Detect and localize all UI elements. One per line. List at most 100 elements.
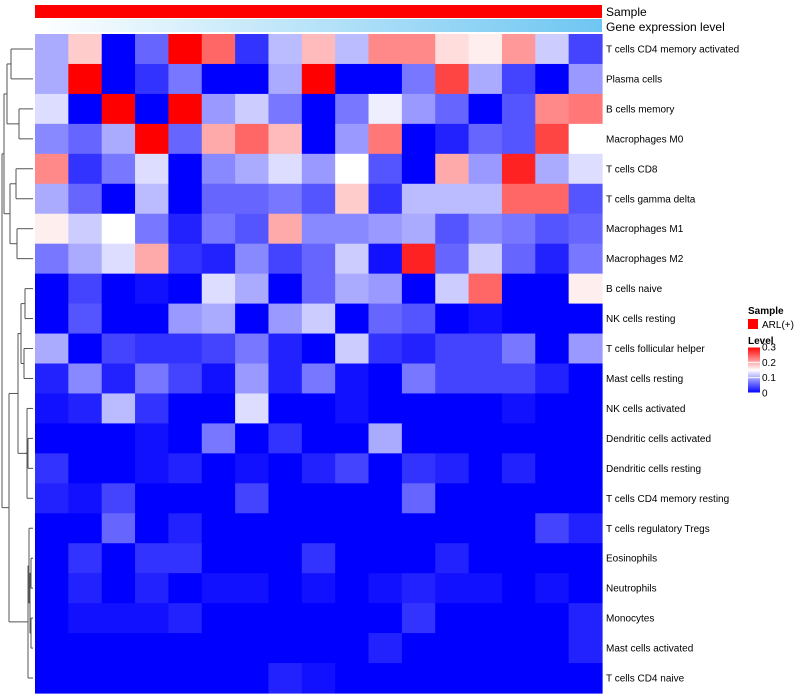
heatmap-cell [435, 183, 470, 215]
heatmap-cell [568, 573, 603, 604]
heatmap-cell [268, 363, 303, 395]
heatmap-cell [168, 423, 203, 454]
heatmap-cells [35, 34, 603, 694]
row-label: B cells naive [606, 284, 663, 295]
heatmap-cell [235, 123, 270, 155]
heatmap-cell [468, 333, 503, 365]
heatmap-cell [268, 663, 303, 694]
heatmap-cell [501, 483, 536, 514]
heatmap-cell [468, 63, 503, 95]
heatmap-cell [435, 633, 470, 664]
heatmap-cell [201, 183, 236, 215]
row-label: Macrophages M0 [606, 134, 684, 145]
heatmap-cell [435, 543, 470, 574]
heatmap-cell [568, 183, 603, 215]
heatmap-cell [101, 573, 136, 604]
heatmap-cell [68, 273, 103, 305]
heatmap-cell [435, 483, 470, 514]
heatmap-cell [535, 423, 570, 454]
heatmap-cell [201, 663, 236, 694]
heatmap-cell [101, 213, 136, 245]
heatmap-cell [168, 183, 203, 215]
heatmap-cell [368, 243, 403, 275]
heatmap-cell [68, 63, 103, 95]
heatmap-cell [135, 603, 170, 634]
heatmap-cell [535, 183, 570, 215]
heatmap-cell [301, 153, 336, 185]
heatmap-cell [201, 303, 236, 335]
heatmap-cell [201, 153, 236, 185]
heatmap-cell [335, 303, 370, 335]
heatmap-cell [235, 573, 270, 604]
heatmap-cell [268, 63, 303, 95]
heatmap-cell [68, 423, 103, 454]
heatmap-cell [35, 153, 69, 185]
heatmap-cell [568, 423, 603, 454]
heatmap-cell [368, 34, 403, 65]
row-label: T cells CD4 memory activated [606, 44, 739, 55]
heatmap-cell [168, 453, 203, 484]
heatmap-cell [401, 483, 436, 514]
heatmap-cell [168, 303, 203, 335]
heatmap-cell [235, 213, 270, 245]
heatmap-cell [468, 453, 503, 484]
heatmap-cell [335, 483, 370, 514]
heatmap-cell [201, 63, 236, 95]
heatmap-cell [35, 483, 69, 514]
heatmap-cell [368, 393, 403, 424]
heatmap-cell [335, 153, 370, 185]
heatmap-cell [468, 273, 503, 305]
heatmap-cell [301, 213, 336, 245]
heatmap-cell [101, 663, 136, 694]
heatmap-cell [368, 573, 403, 604]
heatmap-cell [535, 333, 570, 365]
heatmap-cell [268, 153, 303, 185]
heatmap-cell [268, 123, 303, 155]
heatmap-cell [368, 663, 403, 694]
heatmap-cell [335, 333, 370, 365]
heatmap-cell [235, 93, 270, 125]
heatmap-cell [368, 303, 403, 335]
heatmap-cell [501, 393, 536, 424]
heatmap-cell [468, 123, 503, 155]
heatmap-cell [568, 153, 603, 185]
heatmap-cell [168, 393, 203, 424]
heatmap-cell [235, 663, 270, 694]
heatmap-cell [235, 423, 270, 454]
heatmap-cell [401, 243, 436, 275]
heatmap-cell [201, 93, 236, 125]
heatmap-cell [235, 243, 270, 275]
heatmap-cell [568, 453, 603, 484]
heatmap-cell [535, 93, 570, 125]
heatmap-cell [68, 213, 103, 245]
heatmap-cell [201, 273, 236, 305]
heatmap-cell [135, 573, 170, 604]
heatmap-cell [435, 663, 470, 694]
heatmap-cell [35, 543, 69, 574]
heatmap-cell [368, 483, 403, 514]
heatmap-cell [401, 393, 436, 424]
heatmap-cell [535, 303, 570, 335]
heatmap-cell [501, 573, 536, 604]
legend-sample-swatch [748, 319, 758, 329]
heatmap-cell [568, 513, 603, 544]
heatmap-cell [35, 273, 69, 305]
heatmap-cell [568, 663, 603, 694]
heatmap-cell [168, 333, 203, 365]
heatmap-cell [435, 213, 470, 245]
heatmap-cell [568, 483, 603, 514]
heatmap-cell [301, 513, 336, 544]
heatmap-cell [201, 543, 236, 574]
heatmap-cell [468, 183, 503, 215]
heatmap-cell [68, 543, 103, 574]
heatmap-cell [535, 34, 570, 65]
heatmap-cell [235, 543, 270, 574]
row-label: T cells gamma delta [606, 194, 696, 205]
heatmap-cell [68, 453, 103, 484]
row-label: Monocytes [606, 614, 654, 625]
heatmap-cell [501, 303, 536, 335]
heatmap-cell [401, 34, 436, 65]
heatmap-cell [68, 363, 103, 395]
row-label: Eosinophils [606, 554, 657, 565]
heatmap-cell [268, 213, 303, 245]
